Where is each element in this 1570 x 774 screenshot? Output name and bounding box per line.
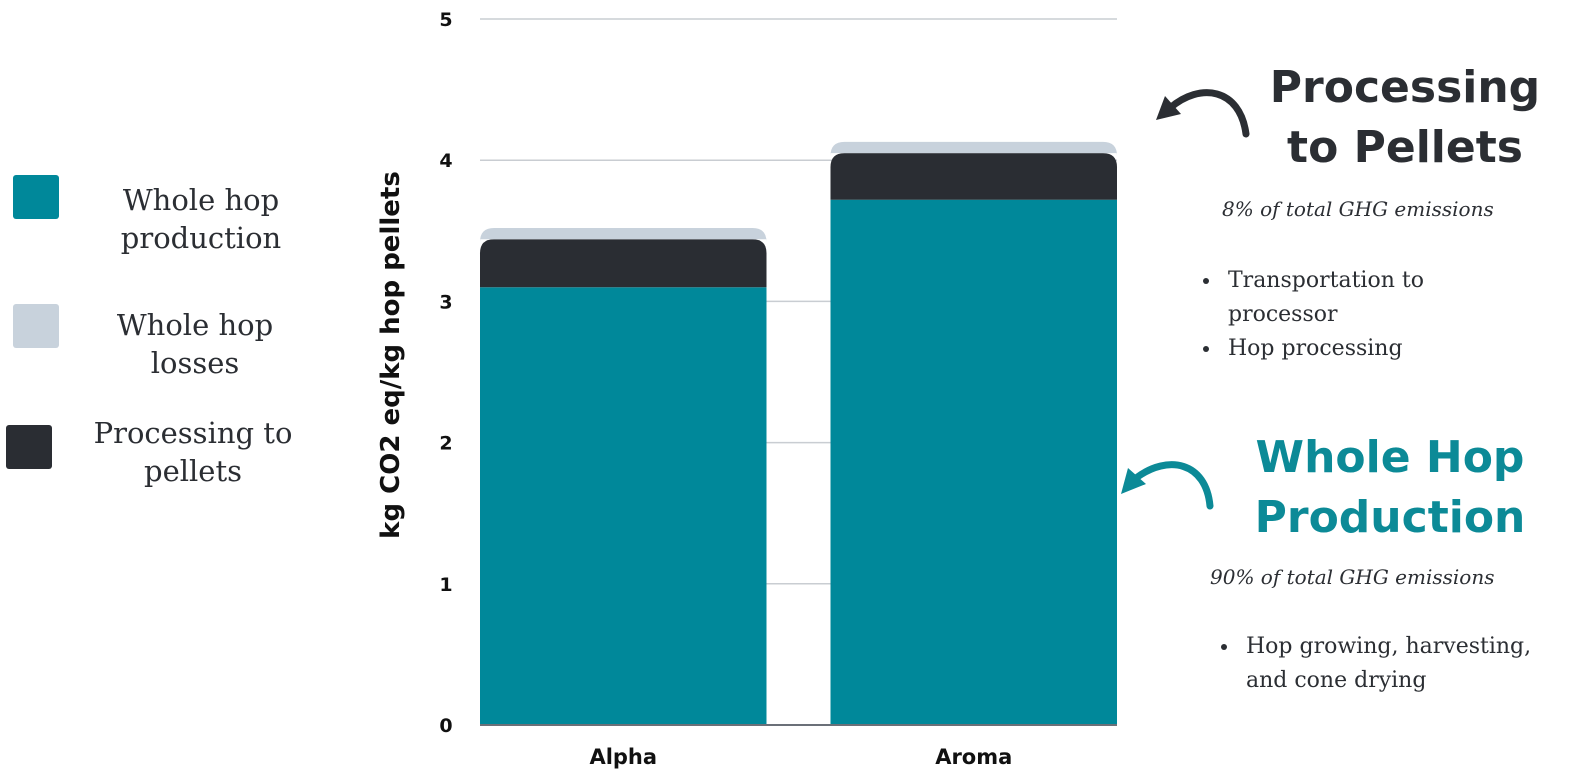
x-tick-label: Alpha xyxy=(589,745,657,769)
y-axis-label: kg CO2 eq/kg hop pellets xyxy=(376,171,406,539)
list-item: Hop processing xyxy=(1222,332,1522,366)
arrow-head-whole-hop-icon xyxy=(1121,468,1146,494)
legend-swatch-whole-hop-production xyxy=(13,175,59,219)
bar-segment-aroma-0 xyxy=(830,199,1117,726)
legend-label-processing-to-pellets: Processing to pellets xyxy=(93,416,293,488)
x-tick-labels: Alpha Aroma xyxy=(589,745,1012,769)
bar-segment-aroma-2 xyxy=(830,141,1117,156)
bar-segment-alpha-2 xyxy=(480,227,767,242)
bar-segment-alpha-1 xyxy=(480,239,767,288)
y-tick-label: 0 xyxy=(439,715,452,737)
legend-label-whole-hop-production: Whole hop production xyxy=(120,183,282,255)
arrow-head-processing-icon xyxy=(1156,96,1181,120)
processing-bullet-list: Transportation to processor Hop processi… xyxy=(1192,264,1522,366)
list-item: Hop growing, harvesting, and cone drying xyxy=(1240,630,1550,698)
y-tick-label: 5 xyxy=(439,9,452,31)
processing-annotation-title: Processing to Pellets xyxy=(1269,62,1541,173)
arrow-to-processing-icon xyxy=(1166,89,1250,138)
bar-segment-alpha-0 xyxy=(480,287,767,725)
legend-label-whole-hop-losses: Whole hop losses xyxy=(116,308,274,380)
y-tick-label: 4 xyxy=(439,150,452,172)
legend-swatch-processing-to-pellets xyxy=(6,425,52,469)
y-tick-labels: 0 1 2 3 4 5 xyxy=(439,9,452,737)
y-tick-label: 1 xyxy=(439,574,452,596)
whole-hop-annotation-subtitle: 90% of total GHG emissions xyxy=(1210,565,1495,589)
y-tick-label: 3 xyxy=(439,291,452,313)
x-tick-label: Aroma xyxy=(935,745,1012,769)
y-tick-label: 2 xyxy=(439,433,452,455)
bar-segment-aroma-1 xyxy=(830,153,1117,200)
processing-annotation-subtitle: 8% of total GHG emissions xyxy=(1222,197,1494,221)
whole-hop-bullet-list: Hop growing, harvesting, and cone drying xyxy=(1210,630,1550,698)
bars xyxy=(480,141,1117,726)
whole-hop-annotation-title: Whole Hop Production xyxy=(1254,432,1526,543)
list-item: Transportation to processor xyxy=(1222,264,1522,332)
legend-swatch-whole-hop-losses xyxy=(13,304,59,348)
arrow-to-whole-hop-icon xyxy=(1132,461,1214,510)
